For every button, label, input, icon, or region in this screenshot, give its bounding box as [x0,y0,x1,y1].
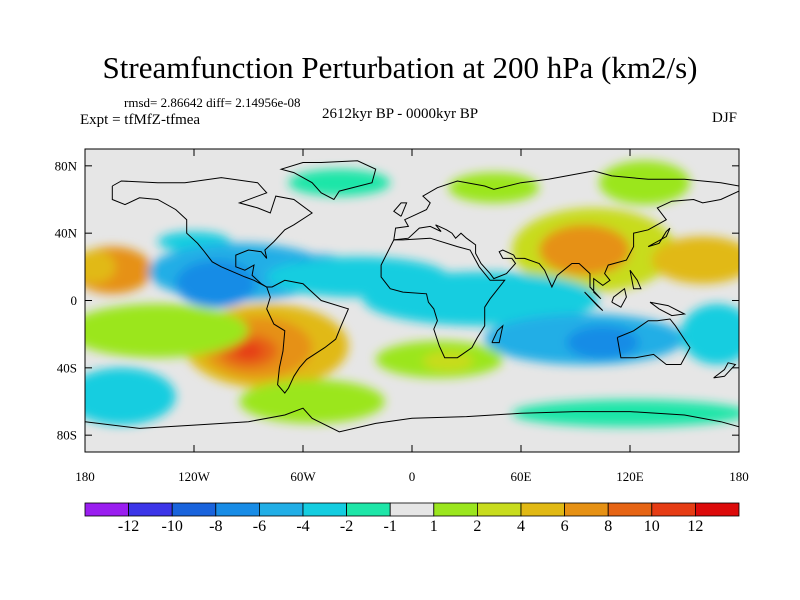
field-anomaly-20 [234,342,263,360]
colorbar-label: 2 [473,518,481,535]
coastline-3 [380,237,506,359]
x-tick-label: 180 [75,469,95,484]
x-tick-label: 180 [729,469,749,484]
y-tick-label: 80N [55,158,78,173]
field-anomaly-15 [566,325,640,360]
coastline-9 [584,291,604,311]
colorbar-swatch-6 [346,502,391,517]
field-anomaly-9 [599,160,690,205]
coastline-5 [393,202,408,217]
colorbar-label: 4 [517,518,525,535]
field-anomaly-22 [239,379,385,424]
x-tick-label: 60W [290,469,316,484]
field-anomaly-12 [651,236,739,284]
x-tick-label: 120W [178,469,211,484]
field-anomaly-1 [85,250,116,284]
y-tick-label: 40N [55,226,78,241]
colorbar-swatch-5 [302,502,347,517]
field-anomaly-4 [175,260,256,308]
colorbar-swatch-13 [651,502,696,517]
colorbar-label: -6 [253,518,266,535]
x-tick-label: 120E [616,469,644,484]
coastline-7 [85,407,739,433]
coastline-0 [111,177,313,288]
field-anomaly-21 [85,303,249,358]
period-label: 2612kyr BP - 0000kyr BP [322,106,479,122]
coastline-layer [85,160,739,433]
y-tick-label: 40S [57,360,77,375]
field-anomaly-16 [680,303,739,365]
field-anomaly-24 [422,351,474,372]
colorbar-swatch-2 [171,502,217,517]
coastline-4 [393,170,739,300]
field-anomaly-13 [362,271,600,326]
field-layer [85,149,739,452]
colorbar-swatch-12 [607,502,653,517]
coastline-13 [713,362,737,379]
colorbar-swatch-11 [564,502,609,517]
x-tick-label: 60E [511,469,532,484]
coastline-11 [649,301,687,317]
x-tick-label: 0 [409,469,416,484]
colorbar-label: 8 [604,518,612,535]
field-anomaly-7 [288,169,391,197]
colorbar-label: 12 [687,518,703,535]
field-anomaly-26 [511,399,739,427]
colorbar-swatch-14 [695,502,740,517]
colorbar-label: 6 [561,518,569,535]
axis-ticks: 180 120W 60W 0 60E 120E 180 80N 40N 0 40S 80S [55,149,749,484]
field-anomaly-25 [85,367,176,425]
colorbar-swatch-0 [84,502,129,517]
colorbar-swatch-1 [128,502,173,517]
colorbar-swatch-10 [520,502,565,517]
colorbar-label: 1 [430,518,438,535]
colorbar-label: -12 [118,518,139,535]
colorbar-label: -4 [296,518,309,535]
coastline-2 [279,160,377,201]
colorbar-label: -10 [162,518,183,535]
field-anomaly-11 [539,224,630,276]
coastline-8 [647,227,671,248]
colorbar-swatch-3 [215,502,260,517]
coastline-12 [491,324,504,344]
coastline-1 [266,279,350,394]
chart-title: Streamfunction Perturbation at 200 hPa (… [102,50,698,85]
colorbar-label: -8 [209,518,222,535]
colorbar: -12 -10 -8 -6 -4 -2 -1 1 2 4 6 8 10 12 [84,502,740,535]
stats-text: rmsd= 2.86642 diff= 2.14956e-08 [124,95,301,110]
colorbar-swatch-9 [476,502,522,517]
colorbar-label: -1 [384,518,397,535]
colorbar-swatch-7 [389,502,435,517]
colorbar-label: 10 [644,518,660,535]
colorbar-label: -2 [340,518,353,535]
field-anomaly-8 [448,172,540,203]
season-label: DJF [712,110,738,126]
y-tick-label: 0 [71,293,78,308]
colorbar-swatch-8 [433,502,478,517]
coastline-6 [616,318,691,365]
coastline-14 [629,269,642,290]
coastline-10 [611,287,627,308]
experiment-label: Expt = tfMfZ-tfmea [80,112,201,128]
y-tick-label: 80S [57,428,77,443]
colorbar-swatch-4 [258,502,304,517]
